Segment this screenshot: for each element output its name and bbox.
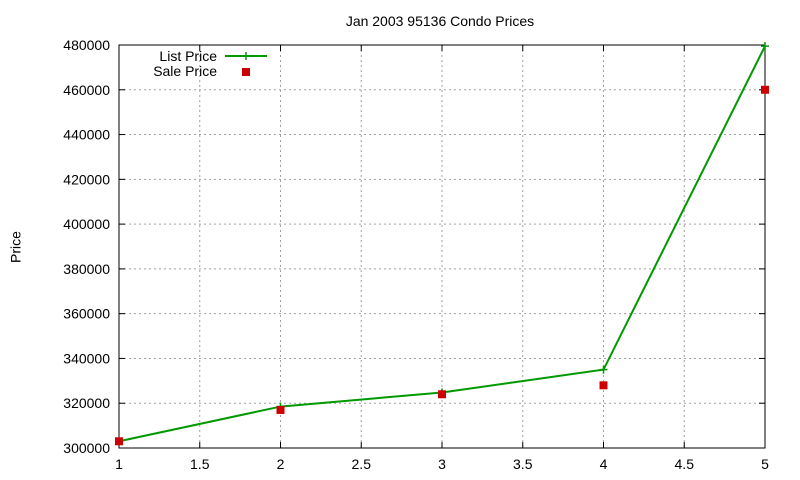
y-tick-label: 360000 xyxy=(63,306,110,322)
grid-lines xyxy=(119,45,765,448)
x-tick-label: 5 xyxy=(761,456,769,472)
y-tick-label: 400000 xyxy=(63,216,110,232)
x-tick-label: 3 xyxy=(438,456,446,472)
legend-label-list-price: List Price xyxy=(159,48,217,64)
point-list-price xyxy=(761,42,769,51)
y-tick-label: 380000 xyxy=(63,261,110,277)
legend-label-sale-price: Sale Price xyxy=(153,63,217,79)
legend-marker-list-price xyxy=(242,52,250,60)
x-tick-label: 3.5 xyxy=(513,456,533,472)
y-tick-label: 340000 xyxy=(63,350,110,366)
point-sale-price xyxy=(276,405,285,414)
x-tick-label: 4 xyxy=(600,456,608,472)
legend: List Price Sale Price xyxy=(153,48,267,79)
x-tick-label: 2.5 xyxy=(352,456,372,472)
x-tick-label: 4.5 xyxy=(675,456,695,472)
point-sale-price xyxy=(115,437,123,446)
y-tick-label: 420000 xyxy=(63,171,110,187)
y-tick-labels: 300000 320000 340000 360000 380000 400000 4200… xyxy=(63,37,110,456)
y-tick-label: 460000 xyxy=(63,82,110,98)
axis-ticks xyxy=(118,44,766,449)
y-tick-label: 300000 xyxy=(63,440,110,456)
chart-title: Jan 2003 95136 Condo Prices xyxy=(346,13,534,29)
series-layer xyxy=(115,42,769,446)
x-tick-labels: 1 1.5 2 2.5 3 3.5 4 4.5 5 xyxy=(115,456,769,472)
point-sale-price xyxy=(599,381,608,390)
legend-marker-sale-price xyxy=(242,68,250,76)
y-tick-label: 320000 xyxy=(63,395,110,411)
x-tick-label: 1 xyxy=(115,456,123,472)
y-tick-label: 480000 xyxy=(63,37,110,53)
y-tick-label: 440000 xyxy=(63,127,110,143)
legend-plus xyxy=(242,52,250,60)
point-sale-price xyxy=(761,85,769,94)
legend-square xyxy=(242,68,250,76)
point-list-price xyxy=(599,365,608,374)
x-tick-label: 2 xyxy=(277,456,285,472)
x-tick-label: 1.5 xyxy=(190,456,210,472)
point-sale-price xyxy=(438,390,446,399)
y-axis-label: Price xyxy=(8,231,24,263)
